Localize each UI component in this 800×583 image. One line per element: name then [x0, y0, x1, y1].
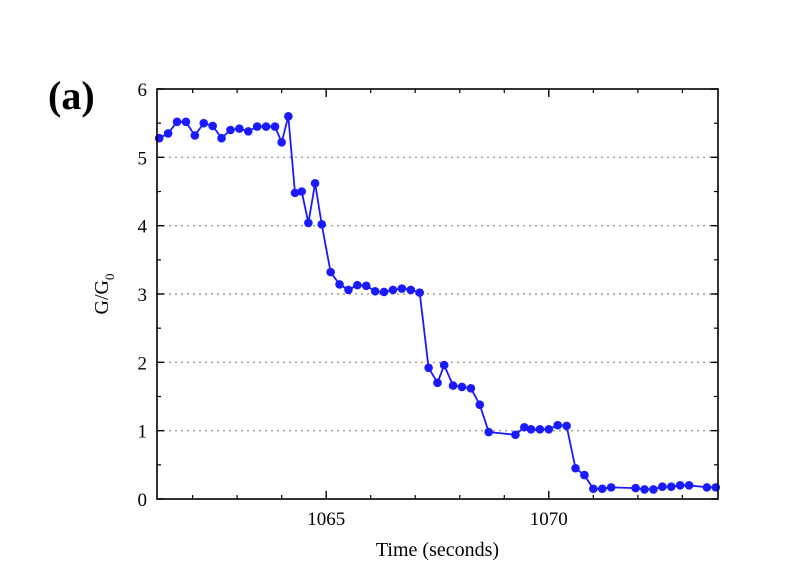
data-point: [597, 484, 607, 494]
data-point: [181, 117, 191, 127]
data-point: [439, 360, 449, 370]
data-point: [511, 430, 520, 440]
y-axis-label: G/G0: [91, 274, 117, 315]
data-point: [684, 481, 694, 490]
data-point: [526, 425, 536, 434]
data-point: [457, 382, 467, 392]
data-point: [270, 122, 280, 131]
y-tick-label: 2: [138, 353, 148, 374]
series-line: [158, 116, 716, 491]
data-point: [424, 363, 433, 373]
y-tick-label: 5: [138, 148, 148, 169]
data-point: [484, 427, 494, 437]
data-point: [415, 288, 424, 297]
data-point: [702, 483, 712, 492]
data-point: [172, 117, 182, 127]
data-point: [406, 285, 416, 295]
x-tick-label: 1065: [307, 509, 345, 530]
data-point: [379, 287, 389, 297]
data-point: [475, 400, 485, 410]
data-point: [520, 422, 529, 432]
data-point: [553, 420, 563, 430]
y-tick-label: 0: [138, 490, 148, 511]
data-point: [640, 485, 649, 494]
data-point: [370, 286, 380, 296]
data-point: [217, 133, 226, 143]
y-axis-label-subscript: 0: [102, 274, 117, 281]
grid-lines: [157, 156, 718, 432]
data-point: [649, 485, 658, 494]
data-point: [310, 179, 320, 188]
y-tick-label: 1: [138, 422, 148, 443]
data-point: [397, 284, 407, 293]
data-point: [353, 280, 362, 290]
data-point: [535, 425, 545, 434]
series-line-layer: [158, 116, 716, 491]
data-point: [571, 463, 580, 473]
panel-label: (a): [48, 73, 95, 118]
x-axis-label: Time (seconds): [376, 539, 499, 561]
data-point: [290, 188, 300, 198]
data-points: [154, 112, 721, 494]
x-tick-label: 1070: [530, 509, 568, 530]
data-point: [562, 421, 571, 431]
data-point: [361, 281, 371, 291]
data-point: [163, 129, 173, 138]
data-point: [243, 127, 253, 136]
y-tick-label: 3: [138, 285, 148, 306]
data-point: [252, 122, 262, 131]
data-point: [466, 384, 476, 393]
data-point: [226, 125, 235, 135]
data-point: [675, 481, 685, 490]
tick-labels: 0 1 2 3 4 5 6 1065 1070: [138, 80, 568, 530]
data-point: [261, 122, 271, 131]
data-point: [433, 378, 442, 388]
data-point: [658, 482, 667, 492]
data-point: [199, 118, 209, 128]
data-point: [190, 131, 200, 140]
data-point: [388, 285, 398, 295]
axis-ticks: [157, 88, 718, 500]
data-point: [666, 482, 676, 492]
data-point: [606, 483, 616, 492]
y-tick-label: 6: [138, 80, 148, 101]
data-point: [284, 112, 293, 121]
data-point: [335, 280, 344, 289]
y-tick-label: 4: [138, 217, 148, 238]
data-point: [235, 124, 244, 133]
data-point: [317, 220, 327, 229]
data-point: [344, 285, 353, 295]
data-point: [448, 381, 458, 390]
data-point: [297, 187, 307, 196]
data-point: [304, 218, 313, 228]
data-point: [631, 483, 640, 493]
data-point: [208, 121, 217, 131]
data-point: [589, 484, 598, 494]
data-point: [544, 425, 554, 434]
data-point: [580, 470, 589, 480]
data-point: [326, 267, 335, 277]
y-axis-label-main: G/G: [91, 280, 113, 314]
data-point: [277, 138, 286, 147]
